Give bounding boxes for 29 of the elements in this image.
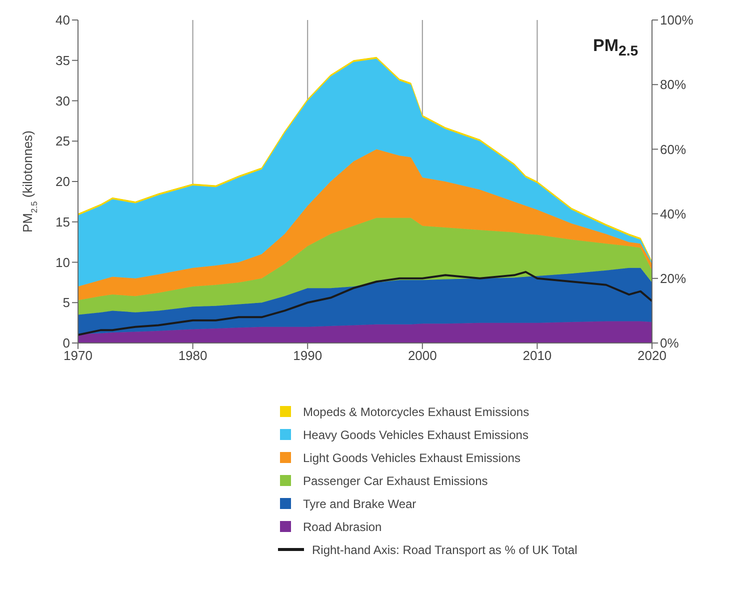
- y-tick-label: 0: [62, 336, 70, 351]
- text: PM$_{2.5}$: [593, 36, 638, 60]
- y2-tick-label: 40%: [660, 206, 686, 222]
- y-tick-label: 35: [56, 52, 70, 68]
- legend-label: Right-hand Axis: Road Transport as % of UK Total: [312, 542, 578, 556]
- x-tick-label: 2020: [638, 348, 666, 364]
- y2-tick-label: 100%: [660, 12, 694, 28]
- legend-label: Heavy Goods Vehicles Exhaust Emissions: [303, 428, 528, 442]
- y2-tick-label: 60%: [660, 142, 686, 157]
- y2-tick-label: 80%: [660, 77, 686, 92]
- legend-label: Mopeds & Motorcycles Exhaust Emissions: [303, 404, 530, 418]
- legend-label: Tyre and Brake Wear: [303, 496, 416, 510]
- x-tick-label: 1980: [178, 348, 208, 364]
- y-tick-label: 25: [56, 134, 70, 149]
- y2-tick-label: 0%: [660, 336, 680, 351]
- y-tick-label: 40: [56, 12, 70, 28]
- y-tick-label: 15: [56, 214, 70, 230]
- y-tick-label: 10: [56, 254, 70, 270]
- legend-label: Passenger Car Exhaust Emissions: [303, 474, 488, 488]
- x-tick-label: 2000: [408, 348, 437, 364]
- legend-label: Light Goods Vehicles Exhaust Emissions: [303, 450, 520, 464]
- y-tick-label: 20: [56, 174, 70, 190]
- y-tick-label: 5: [62, 295, 70, 310]
- x-tick-label: 2010: [522, 348, 552, 364]
- x-tick-label: 1990: [293, 348, 322, 364]
- x-tick-label: 1970: [64, 348, 92, 364]
- y-tick-label: 30: [56, 93, 70, 108]
- legend-label: Road Abrasion: [303, 520, 382, 534]
- y2-tick-label: 20%: [660, 271, 686, 286]
